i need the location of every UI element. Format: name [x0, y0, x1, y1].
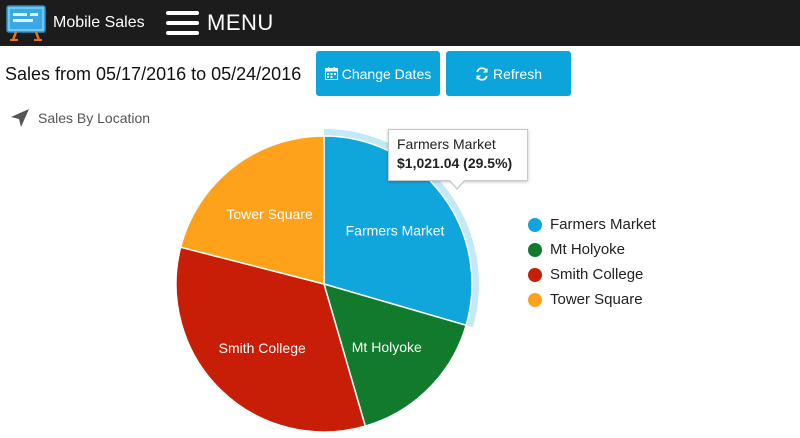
change-dates-button[interactable]: Change Dates: [316, 51, 440, 96]
slice-tooltip: Farmers Market $1,021.04 (29.5%): [388, 129, 528, 181]
tooltip-value: $1,021.04 (29.5%): [397, 155, 513, 171]
legend-item-mt-holyoke[interactable]: Mt Holyoke: [528, 237, 656, 262]
top-bar: Mobile Sales MENU: [0, 0, 800, 46]
menu-label: MENU: [207, 10, 274, 35]
sales-date-range: Sales from 05/17/2016 to 05/24/2016: [5, 64, 302, 84]
app-logo-icon: [6, 5, 46, 41]
pie-slice-mt-holyoke[interactable]: [322, 282, 468, 428]
legend-dot-mt-holyoke: [528, 242, 542, 257]
pie-slice-farmers-market[interactable]: [323, 135, 473, 327]
legend-label-farmers-market: Farmers Market: [550, 216, 656, 233]
legend-item-farmers-market[interactable]: Farmers Market: [528, 212, 656, 237]
tooltip-title: Farmers Market: [397, 136, 496, 152]
location-arrow-icon: [11, 109, 29, 127]
slice-label-farmers-market: Farmers Market: [346, 223, 445, 239]
slice-label-mt-holyoke: Mt Holyoke: [352, 339, 422, 355]
change-dates-label: Change Dates: [341, 65, 432, 82]
calendar-icon: [324, 67, 338, 80]
legend-label-mt-holyoke: Mt Holyoke: [550, 241, 626, 258]
legend-dot-farmers-market: [528, 217, 542, 232]
app-name: Mobile Sales: [53, 14, 145, 31]
pie-slice-tower-square[interactable]: [179, 135, 325, 285]
slice-label-smith-college: Smith College: [219, 340, 306, 356]
pie-slice-smith-college[interactable]: [175, 246, 367, 433]
legend-dot-smith-college: [528, 267, 542, 282]
slice-label-tower-square: Tower Square: [226, 206, 313, 222]
legend-dot-tower-square: [528, 292, 542, 307]
hamburger-icon: [166, 11, 199, 35]
refresh-icon: [476, 66, 488, 81]
sales-by-location-header: Sales By Location: [10, 108, 150, 128]
chart-legend: Farmers Market Mt Holyoke Smith College Tow…: [528, 212, 656, 312]
tooltip-arrow-inner: [449, 179, 465, 188]
refresh-button[interactable]: Refresh: [446, 51, 571, 96]
section-title: Sales By Location: [38, 110, 151, 126]
legend-item-smith-college[interactable]: Smith College: [528, 262, 656, 287]
legend-item-tower-square[interactable]: Tower Square: [528, 287, 656, 312]
menu-button[interactable]: MENU: [166, 8, 274, 38]
refresh-label: Refresh: [492, 65, 543, 82]
legend-label-tower-square: Tower Square: [550, 291, 643, 308]
legend-label-smith-college: Smith College: [550, 266, 644, 283]
